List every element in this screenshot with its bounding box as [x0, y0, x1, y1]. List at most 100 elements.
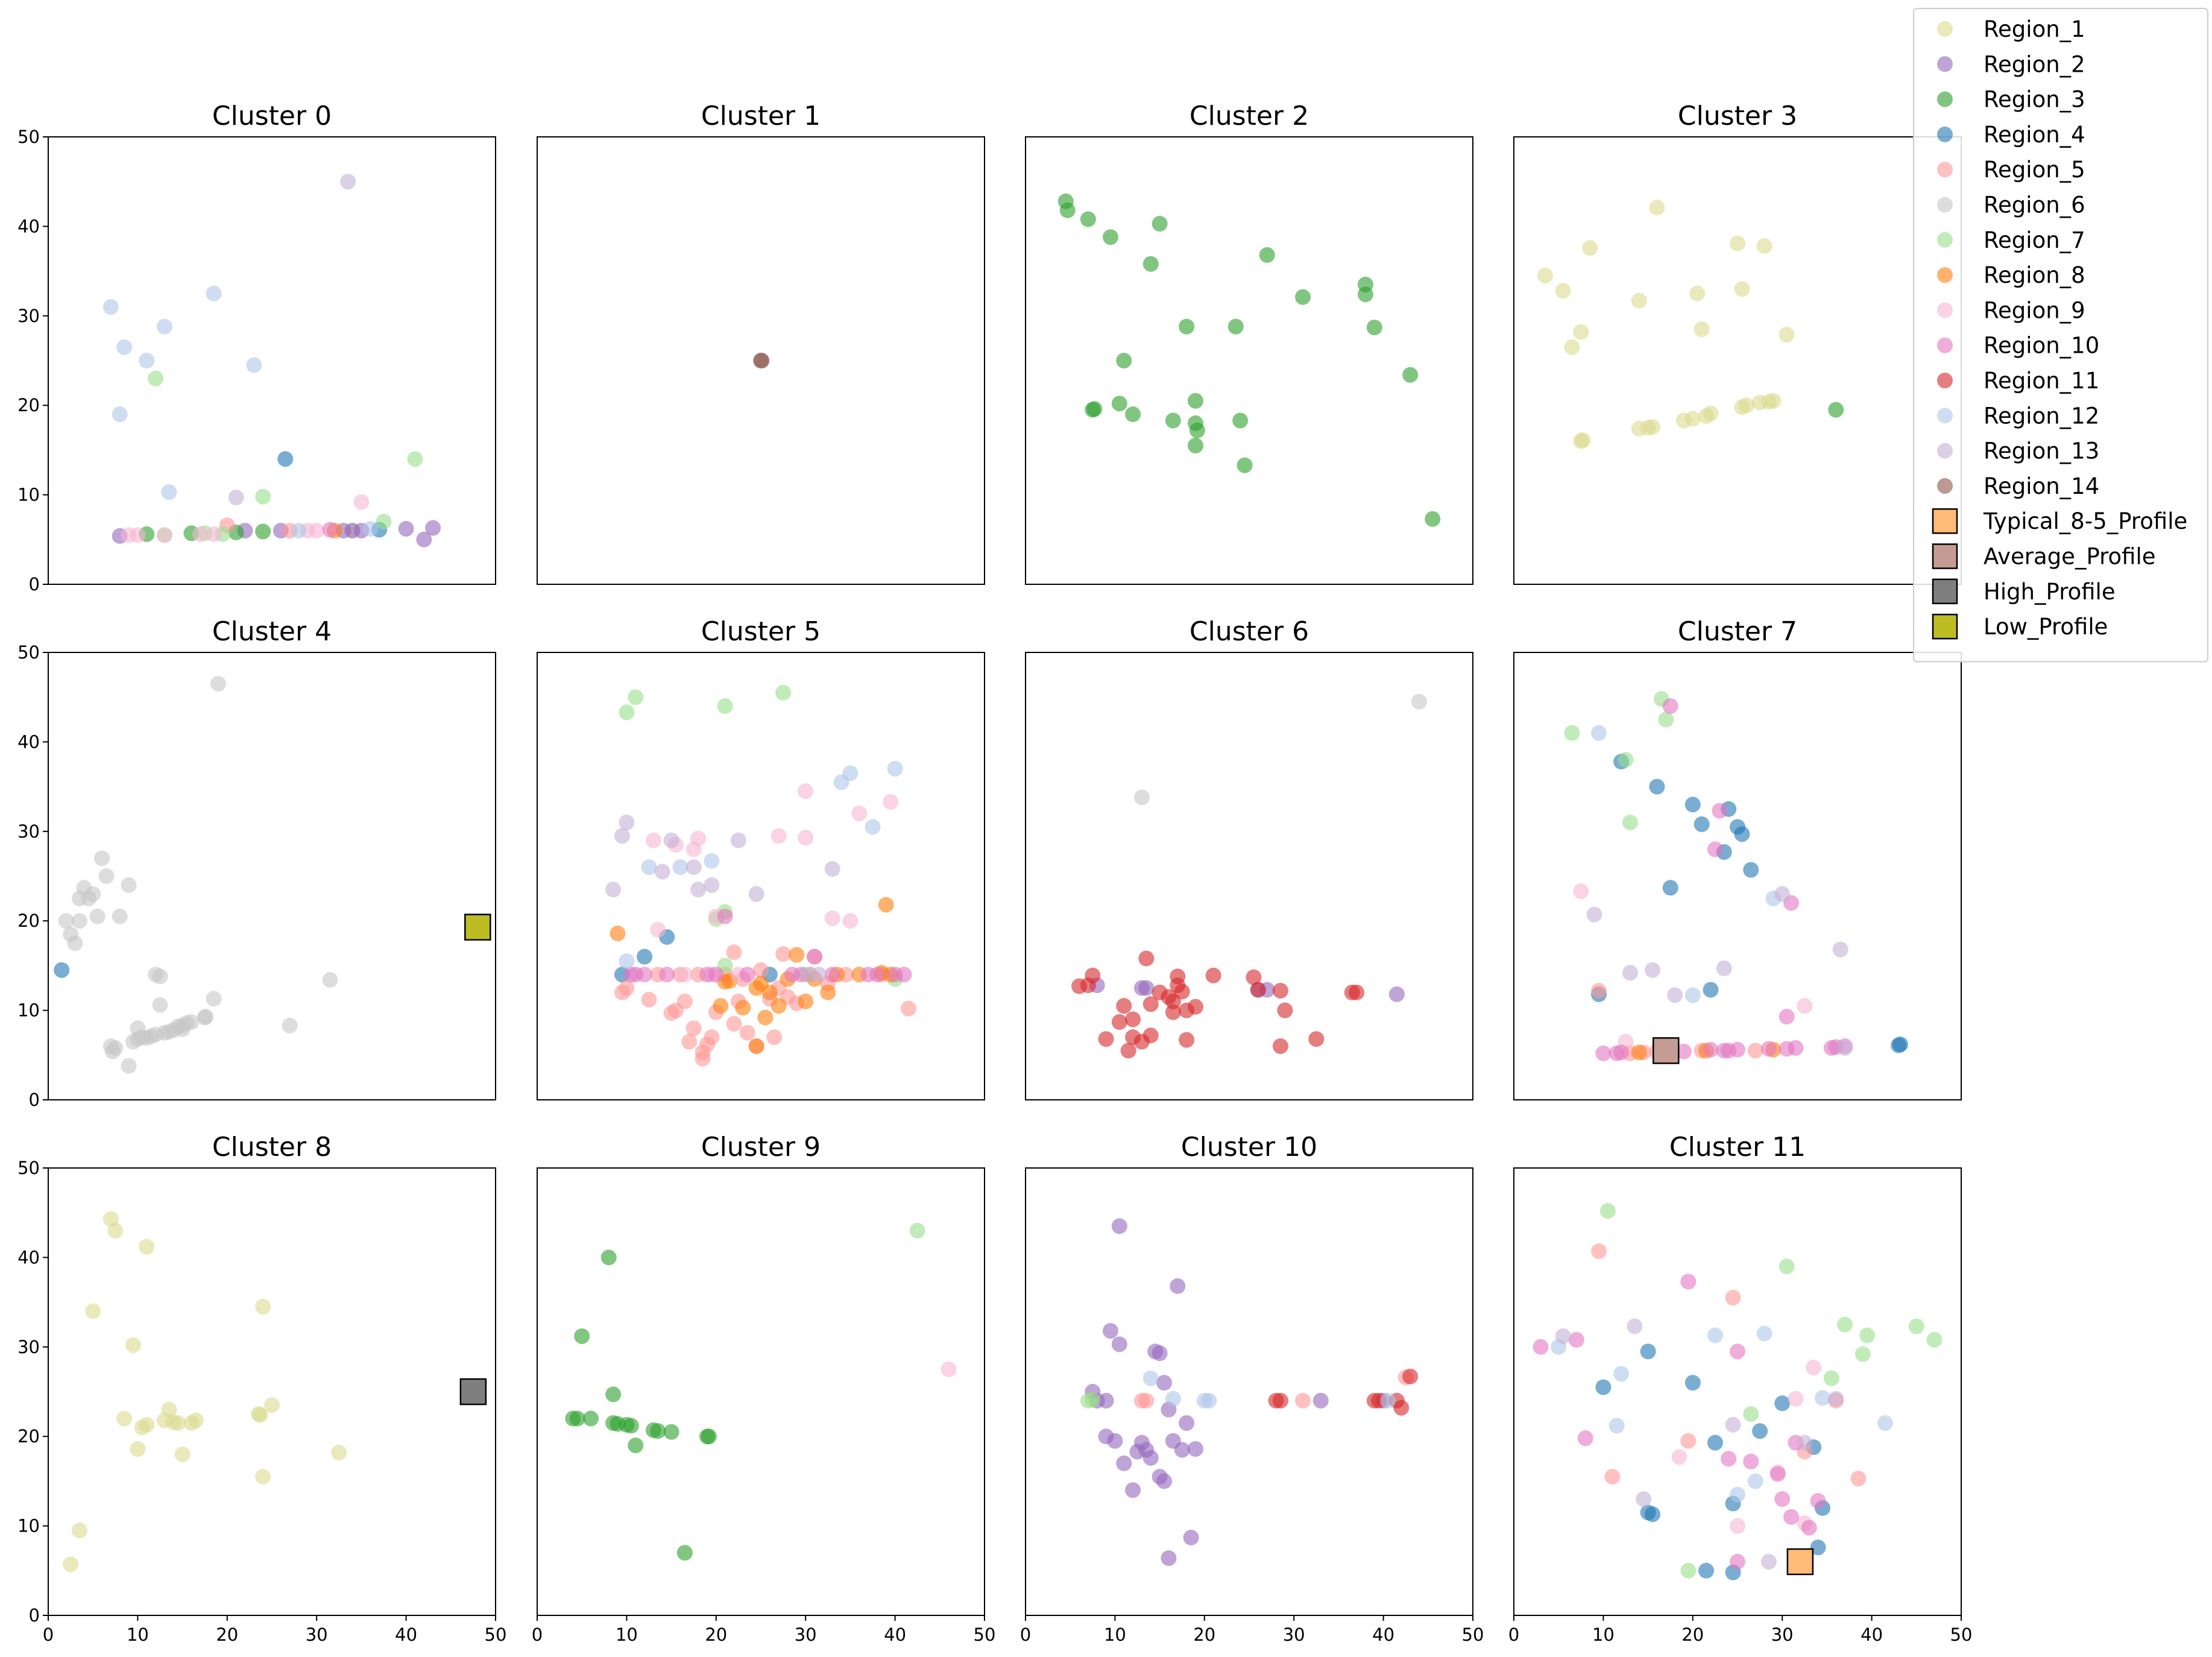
point-region-6 [282, 1017, 298, 1034]
point-region-6 [112, 908, 128, 924]
point-region-1 [1684, 411, 1701, 427]
point-region-13 [811, 967, 827, 983]
point-region-9 [650, 922, 666, 938]
panel-title: Cluster 9 [701, 1132, 821, 1163]
point-region-7 [148, 370, 164, 387]
point-region-10 [824, 967, 840, 983]
legend-marker-typical-8-5-profile [1932, 508, 1958, 534]
point-region-9 [130, 527, 146, 543]
legend-marker-region-10 [1937, 337, 1953, 353]
point-region-11 [1277, 1002, 1293, 1018]
point-region-10 [1760, 1041, 1777, 1057]
point-region-4 [637, 948, 653, 965]
point-region-3 [583, 1410, 599, 1427]
point-region-4 [1810, 1539, 1826, 1556]
point-region-10 [1703, 1041, 1719, 1058]
point-region-3 [1125, 406, 1141, 423]
point-region-3 [623, 1418, 639, 1434]
legend-label: Region_3 [1984, 87, 2085, 113]
point-region-12 [1730, 1486, 1745, 1503]
x-tick-label: 0 [1020, 1624, 1031, 1645]
point-region-13 [340, 174, 356, 190]
point-region-12 [1380, 1392, 1396, 1409]
point-region-12 [672, 859, 688, 876]
y-tick-label: 40 [17, 731, 40, 752]
panel-cluster-5: Cluster 5 [537, 616, 985, 1100]
legend-marker-region-7 [1937, 232, 1953, 248]
point-region-8 [789, 947, 805, 963]
point-region-6 [107, 1040, 124, 1056]
x-tick-label: 30 [1283, 1624, 1305, 1645]
point-region-9 [1671, 1449, 1687, 1465]
point-region-2 [1174, 1442, 1190, 1458]
point-region-13 [1832, 941, 1848, 958]
legend-marker-low-profile [1932, 613, 1958, 640]
point-region-13 [1636, 1491, 1652, 1507]
point-region-6 [183, 1014, 200, 1030]
point-region-10 [807, 948, 823, 965]
point-region-2 [1098, 1392, 1114, 1409]
point-region-13 [1627, 1318, 1643, 1334]
plot-area [102, 174, 441, 548]
point-region-2 [1183, 1529, 1199, 1545]
point-region-4 [54, 962, 70, 978]
legend-marker-region-4 [1937, 126, 1953, 142]
point-region-7 [909, 1222, 925, 1239]
point-region-2 [1138, 980, 1155, 996]
point-region-13 [605, 882, 622, 898]
point-region-11 [1272, 1038, 1288, 1054]
y-tick-label: 40 [17, 1247, 40, 1267]
point-region-3 [1357, 286, 1373, 303]
point-region-9 [1573, 883, 1589, 900]
x-tick-label: 0 [532, 1624, 543, 1645]
point-region-3 [1402, 367, 1419, 383]
point-region-3 [1080, 211, 1096, 227]
point-region-13 [1774, 886, 1791, 902]
point-region-11 [1142, 1027, 1159, 1044]
panel-frame [1513, 1167, 1962, 1616]
point-region-1 [71, 1523, 87, 1539]
point-region-12 [1609, 1418, 1625, 1434]
point-region-2 [1187, 1441, 1203, 1457]
point-region-9 [851, 806, 868, 822]
point-region-10 [869, 967, 885, 983]
point-region-2 [1179, 1415, 1195, 1431]
point-region-1 [1575, 432, 1591, 449]
point-region-1 [125, 1337, 141, 1353]
point-region-9 [309, 522, 325, 538]
legend-label: Region_5 [1984, 157, 2085, 183]
point-region-3 [574, 1328, 590, 1344]
point-region-12 [161, 484, 177, 500]
x-tick-label: 0 [43, 1624, 54, 1645]
profile-high-profile [459, 1378, 487, 1406]
point-region-8 [770, 998, 787, 1014]
point-region-2 [1111, 1336, 1127, 1352]
point-region-2 [1107, 1433, 1123, 1449]
point-region-1 [255, 1299, 271, 1315]
point-region-1 [170, 1415, 186, 1431]
point-region-10 [1533, 1339, 1549, 1355]
y-tick-label: 20 [17, 1426, 40, 1447]
point-region-12 [362, 520, 379, 537]
point-region-3 [1102, 229, 1118, 245]
x-tick-label: 20 [216, 1624, 238, 1645]
point-region-7 [1823, 1370, 1839, 1386]
point-region-11 [1250, 982, 1266, 998]
panel-cluster-4: Cluster 4 0 10 20 30 40 50 [17, 616, 496, 1110]
point-region-12 [291, 522, 307, 538]
point-region-1 [1645, 418, 1661, 435]
point-region-10 [1769, 1466, 1786, 1482]
point-region-4 [1707, 1434, 1723, 1451]
point-region-9 [798, 830, 814, 846]
legend-marker-region-14 [1937, 478, 1953, 494]
point-region-5 [704, 1029, 720, 1046]
point-region-12 [704, 853, 720, 869]
point-region-4 [1662, 880, 1678, 896]
point-region-9 [883, 794, 899, 810]
x-tick-label: 30 [795, 1624, 817, 1645]
point-region-5 [641, 991, 657, 1008]
point-region-2 [1102, 1323, 1118, 1339]
point-region-8 [878, 897, 894, 913]
point-region-10 [1712, 803, 1728, 819]
